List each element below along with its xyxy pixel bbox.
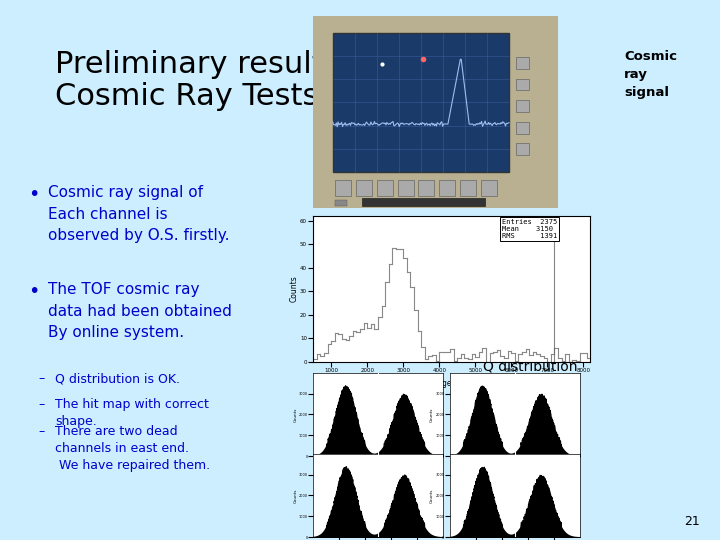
Y-axis label: Counts: Counts <box>289 275 299 302</box>
Y-axis label: Counts: Counts <box>430 488 434 503</box>
Text: 21: 21 <box>684 515 700 528</box>
Text: The TOF cosmic ray
data had been obtained
By online system.: The TOF cosmic ray data had been obtaine… <box>48 282 232 340</box>
Bar <box>516 78 528 91</box>
Text: Q distribution: Q distribution <box>482 360 577 374</box>
FancyBboxPatch shape <box>310 12 562 212</box>
Bar <box>516 57 528 69</box>
Bar <box>397 180 413 196</box>
Text: Preliminary result: Preliminary result <box>55 50 324 79</box>
Y-axis label: Counts: Counts <box>430 407 434 422</box>
Text: –: – <box>38 425 44 438</box>
Text: The hit map with correct
shape.: The hit map with correct shape. <box>55 398 209 428</box>
Bar <box>336 199 348 206</box>
Bar <box>333 33 509 172</box>
Text: The hitmap: The hitmap <box>490 504 570 518</box>
Text: Entries  2375
Mean    3150
RMS      1391: Entries 2375 Mean 3150 RMS 1391 <box>502 219 557 239</box>
Bar <box>516 143 528 155</box>
Text: Cosmic ray signal of
Each channel is
observed by O.S. firstly.: Cosmic ray signal of Each channel is obs… <box>48 185 230 243</box>
Text: Q distribution is OK.: Q distribution is OK. <box>55 372 180 385</box>
Text: –: – <box>38 398 44 411</box>
Bar <box>377 180 393 196</box>
Text: •: • <box>28 185 40 204</box>
Bar <box>418 180 434 196</box>
Text: •: • <box>28 282 40 301</box>
Bar <box>460 180 476 196</box>
Bar <box>516 100 528 112</box>
Bar <box>336 180 351 196</box>
X-axis label: Charge(count): Charge(count) <box>424 379 480 388</box>
Y-axis label: Counts: Counts <box>293 407 297 422</box>
Y-axis label: Counts: Counts <box>293 488 297 503</box>
Bar <box>481 180 497 196</box>
Text: Cosmic Ray Tests: Cosmic Ray Tests <box>55 82 318 111</box>
Bar <box>516 122 528 133</box>
Bar <box>439 180 455 196</box>
Text: –: – <box>38 372 44 385</box>
Bar <box>362 198 485 206</box>
Text: There are two dead
channels in east end.
 We have repaired them.: There are two dead channels in east end.… <box>55 425 210 472</box>
Bar <box>356 180 372 196</box>
Text: Cosmic
ray
signal: Cosmic ray signal <box>624 50 677 99</box>
